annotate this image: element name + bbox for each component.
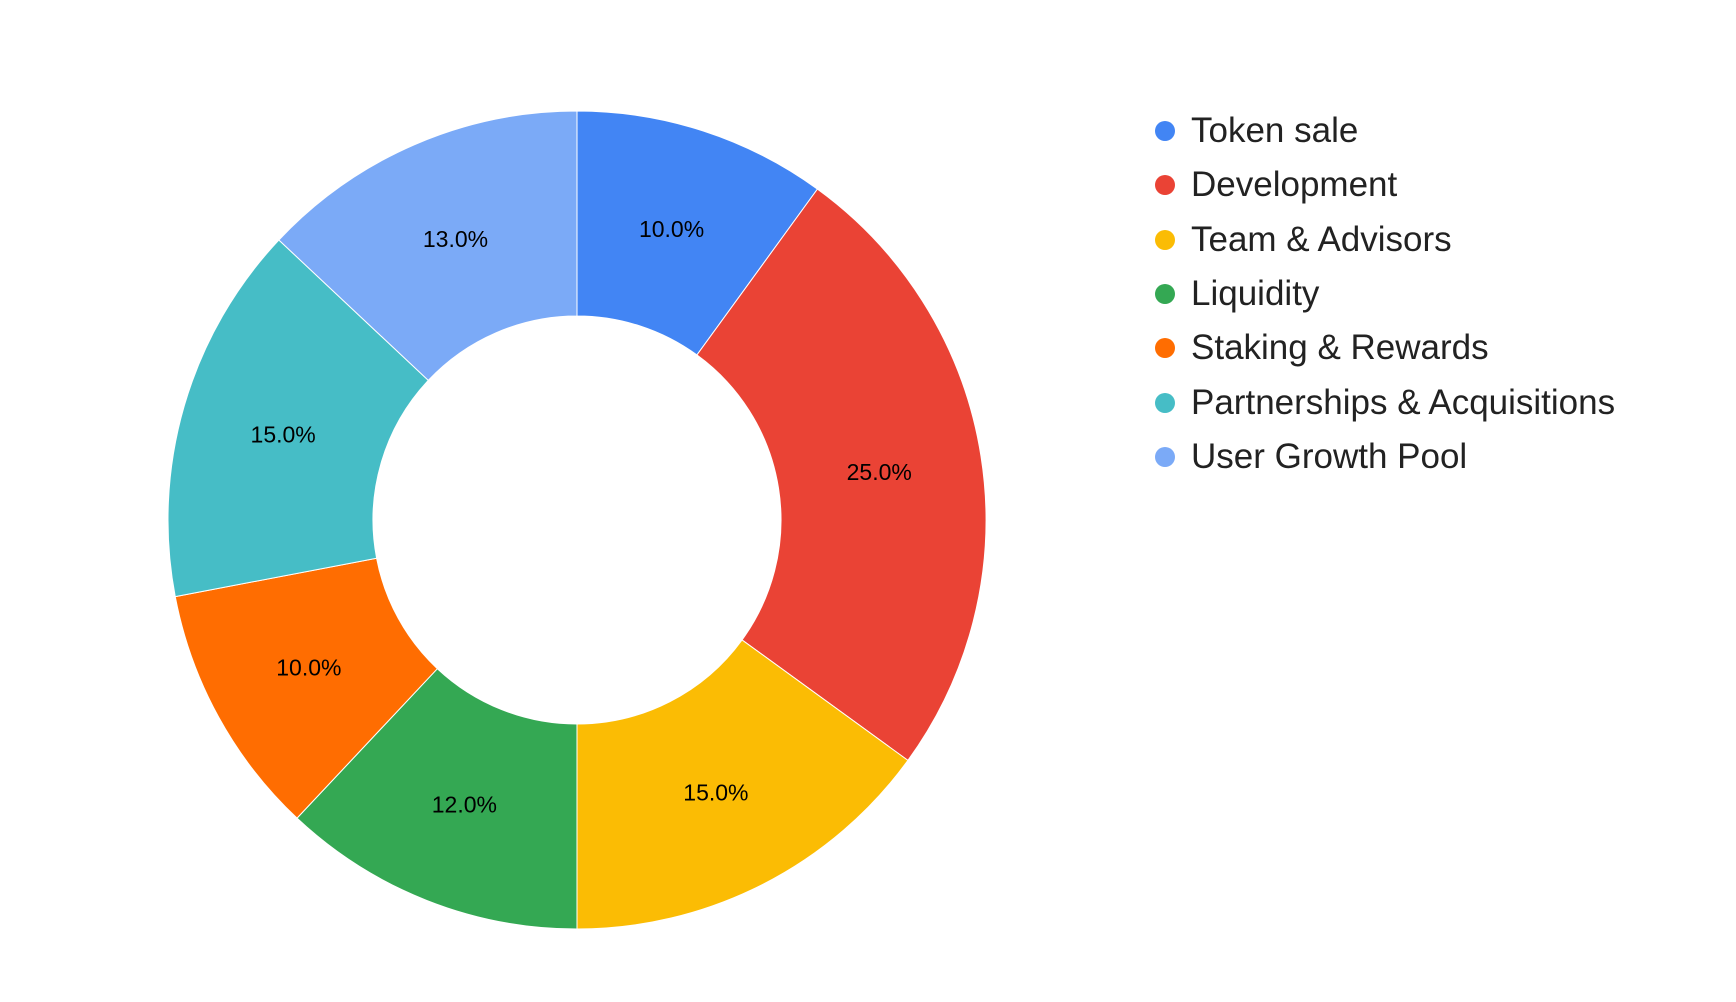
legend-dot-icon <box>1155 121 1175 142</box>
legend-item-staking-and-rewards[interactable]: Staking & Rewards <box>1155 321 1615 375</box>
slice-liquidity[interactable] <box>296 668 578 930</box>
slice-label-user-growth-pool: 13.0% <box>423 226 488 252</box>
legend-item-development[interactable]: Development <box>1155 158 1615 212</box>
legend-dot-icon <box>1155 392 1175 413</box>
legend-label: Development <box>1191 165 1398 205</box>
legend-label: User Growth Pool <box>1191 436 1468 476</box>
slice-label-partnerships-and-acquisitions: 15.0% <box>251 422 316 448</box>
legend-label: Liquidity <box>1191 274 1320 314</box>
slice-label-staking-and-rewards: 10.0% <box>276 654 341 680</box>
donut-slices <box>167 110 987 930</box>
legend-item-token-sale[interactable]: Token sale <box>1155 104 1615 158</box>
slice-staking-and-rewards[interactable] <box>174 557 439 819</box>
slice-user-growth-pool[interactable] <box>278 110 578 382</box>
slice-labels: 10.0% 25.0% 15.0% 12.0% 10.0% 15.0% 13.0% <box>251 216 912 818</box>
legend-item-team-and-advisors[interactable]: Team & Advisors <box>1155 213 1615 267</box>
legend-label: Token sale <box>1191 111 1359 151</box>
slice-label-token-sale: 10.0% <box>639 216 704 242</box>
legend-dot-icon <box>1155 446 1175 467</box>
legend-label: Staking & Rewards <box>1191 328 1489 368</box>
slice-label-team-and-advisors: 15.0% <box>683 780 748 806</box>
legend-dot-icon <box>1155 229 1175 250</box>
slice-token-sale[interactable] <box>576 110 819 356</box>
legend-dot-icon <box>1155 338 1175 359</box>
legend-dot-icon <box>1155 284 1175 305</box>
slice-label-liquidity: 12.0% <box>432 792 497 818</box>
slice-team-and-advisors[interactable] <box>576 639 909 930</box>
legend-dot-icon <box>1155 175 1175 196</box>
legend-label: Partnerships & Acquisitions <box>1191 382 1616 422</box>
slice-label-development: 25.0% <box>847 459 912 485</box>
legend-item-partnerships-and-acquisitions[interactable]: Partnerships & Acquisitions <box>1155 375 1615 429</box>
legend-item-user-growth-pool[interactable]: User Growth Pool <box>1155 430 1615 484</box>
slice-partnerships-and-acquisitions[interactable] <box>167 239 429 598</box>
slice-development[interactable] <box>696 188 987 762</box>
legend-item-liquidity[interactable]: Liquidity <box>1155 267 1615 321</box>
chart-legend: Token sale Development Team & Advisors Liqu… <box>1155 104 1615 484</box>
legend-label: Team & Advisors <box>1191 219 1452 259</box>
